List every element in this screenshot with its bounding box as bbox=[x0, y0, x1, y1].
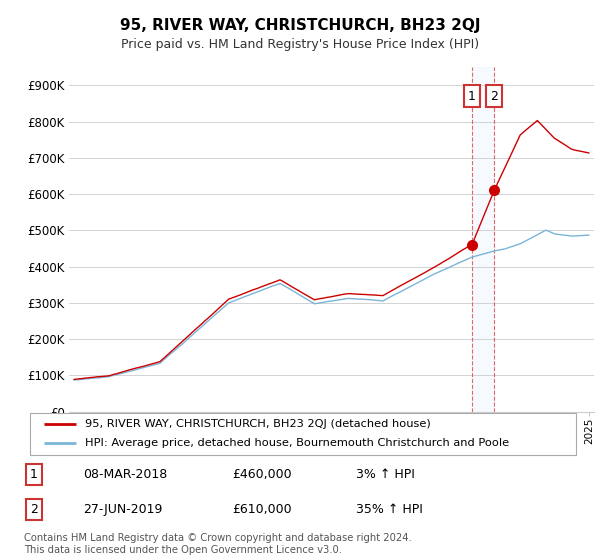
Text: £460,000: £460,000 bbox=[232, 468, 292, 480]
Text: 95, RIVER WAY, CHRISTCHURCH, BH23 2QJ (detached house): 95, RIVER WAY, CHRISTCHURCH, BH23 2QJ (d… bbox=[85, 419, 430, 429]
Text: 3% ↑ HPI: 3% ↑ HPI bbox=[356, 468, 415, 480]
Text: 27-JUN-2019: 27-JUN-2019 bbox=[83, 502, 162, 516]
Text: Price paid vs. HM Land Registry's House Price Index (HPI): Price paid vs. HM Land Registry's House … bbox=[121, 38, 479, 51]
Text: 95, RIVER WAY, CHRISTCHURCH, BH23 2QJ: 95, RIVER WAY, CHRISTCHURCH, BH23 2QJ bbox=[120, 18, 480, 32]
Text: Contains HM Land Registry data © Crown copyright and database right 2024.
This d: Contains HM Land Registry data © Crown c… bbox=[24, 533, 412, 555]
Text: 08-MAR-2018: 08-MAR-2018 bbox=[83, 468, 167, 480]
Text: 1: 1 bbox=[30, 468, 38, 480]
Text: 35% ↑ HPI: 35% ↑ HPI bbox=[356, 502, 423, 516]
Text: HPI: Average price, detached house, Bournemouth Christchurch and Poole: HPI: Average price, detached house, Bour… bbox=[85, 438, 509, 449]
Text: £610,000: £610,000 bbox=[232, 502, 292, 516]
FancyBboxPatch shape bbox=[30, 413, 576, 455]
Bar bbox=[472, 67, 494, 412]
Text: 2: 2 bbox=[490, 90, 498, 102]
Text: 1: 1 bbox=[468, 90, 476, 102]
Text: 2: 2 bbox=[30, 502, 38, 516]
